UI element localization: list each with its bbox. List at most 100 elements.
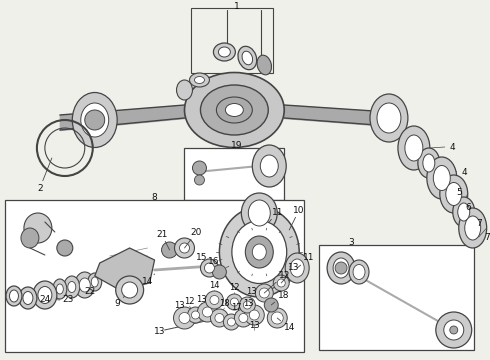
Text: 5: 5 bbox=[456, 188, 462, 197]
Ellipse shape bbox=[238, 46, 257, 70]
Text: 21: 21 bbox=[156, 230, 170, 250]
Text: 3: 3 bbox=[348, 238, 354, 247]
Circle shape bbox=[188, 307, 203, 323]
Ellipse shape bbox=[19, 287, 37, 309]
Ellipse shape bbox=[465, 216, 481, 240]
Ellipse shape bbox=[200, 85, 268, 135]
Text: 19: 19 bbox=[231, 140, 242, 149]
Circle shape bbox=[249, 310, 259, 320]
Circle shape bbox=[179, 312, 190, 324]
Ellipse shape bbox=[225, 104, 244, 117]
Ellipse shape bbox=[56, 284, 63, 294]
Text: 7: 7 bbox=[484, 233, 490, 242]
Circle shape bbox=[264, 298, 278, 312]
Circle shape bbox=[179, 243, 190, 253]
Ellipse shape bbox=[377, 103, 401, 133]
Ellipse shape bbox=[248, 200, 270, 226]
Ellipse shape bbox=[260, 155, 278, 177]
Ellipse shape bbox=[220, 207, 299, 297]
Text: 18: 18 bbox=[219, 300, 230, 309]
Circle shape bbox=[255, 284, 273, 302]
Circle shape bbox=[202, 307, 213, 317]
Text: 13: 13 bbox=[281, 264, 300, 283]
Text: 12: 12 bbox=[184, 297, 195, 306]
Ellipse shape bbox=[446, 183, 462, 206]
Text: 13: 13 bbox=[243, 300, 254, 309]
Circle shape bbox=[245, 305, 264, 325]
Bar bbox=[5, 200, 304, 352]
Circle shape bbox=[85, 110, 105, 130]
Ellipse shape bbox=[245, 236, 273, 268]
Ellipse shape bbox=[73, 93, 117, 148]
Ellipse shape bbox=[423, 154, 435, 172]
Ellipse shape bbox=[81, 103, 109, 137]
Text: 11: 11 bbox=[297, 253, 315, 268]
Circle shape bbox=[192, 311, 199, 319]
Text: 13: 13 bbox=[196, 294, 207, 303]
Text: 13: 13 bbox=[174, 302, 185, 310]
Text: 15: 15 bbox=[196, 253, 207, 262]
Circle shape bbox=[116, 276, 144, 304]
Circle shape bbox=[213, 265, 226, 279]
Text: 13: 13 bbox=[249, 321, 260, 330]
Ellipse shape bbox=[24, 213, 52, 243]
Text: 6: 6 bbox=[466, 202, 471, 212]
Ellipse shape bbox=[459, 208, 487, 248]
Circle shape bbox=[174, 238, 195, 258]
Circle shape bbox=[450, 326, 458, 334]
Circle shape bbox=[197, 302, 218, 322]
Text: 22: 22 bbox=[84, 288, 96, 297]
Circle shape bbox=[227, 318, 235, 326]
Circle shape bbox=[173, 307, 196, 329]
Text: 4: 4 bbox=[450, 143, 456, 152]
Circle shape bbox=[200, 259, 219, 277]
Text: 17: 17 bbox=[231, 303, 242, 312]
Ellipse shape bbox=[353, 265, 365, 279]
Circle shape bbox=[210, 296, 219, 305]
Ellipse shape bbox=[433, 166, 450, 190]
Text: 14: 14 bbox=[277, 318, 295, 333]
Circle shape bbox=[210, 309, 228, 327]
Ellipse shape bbox=[252, 244, 266, 260]
Circle shape bbox=[204, 263, 215, 273]
Ellipse shape bbox=[88, 273, 102, 291]
Ellipse shape bbox=[405, 135, 423, 161]
Circle shape bbox=[230, 298, 238, 306]
Ellipse shape bbox=[242, 51, 252, 65]
Ellipse shape bbox=[418, 148, 440, 178]
Circle shape bbox=[193, 161, 206, 175]
Ellipse shape bbox=[64, 276, 80, 298]
Ellipse shape bbox=[242, 193, 277, 233]
Text: 12: 12 bbox=[229, 284, 240, 292]
Ellipse shape bbox=[252, 145, 286, 187]
Circle shape bbox=[244, 301, 251, 309]
Bar bbox=[319, 245, 474, 350]
Text: 1: 1 bbox=[233, 1, 239, 10]
Ellipse shape bbox=[91, 277, 98, 287]
Ellipse shape bbox=[21, 228, 39, 248]
Text: 8: 8 bbox=[152, 193, 157, 202]
Ellipse shape bbox=[349, 260, 369, 284]
Ellipse shape bbox=[75, 272, 95, 298]
Circle shape bbox=[277, 279, 285, 287]
Circle shape bbox=[335, 262, 347, 274]
Circle shape bbox=[162, 242, 177, 258]
Circle shape bbox=[273, 275, 289, 291]
Text: 14: 14 bbox=[209, 282, 220, 291]
Circle shape bbox=[239, 297, 255, 313]
Ellipse shape bbox=[23, 292, 33, 305]
Ellipse shape bbox=[440, 175, 468, 213]
Text: 13: 13 bbox=[154, 328, 165, 337]
Circle shape bbox=[444, 320, 464, 340]
Ellipse shape bbox=[195, 77, 204, 84]
Text: 13: 13 bbox=[246, 287, 257, 296]
Ellipse shape bbox=[6, 286, 22, 306]
Circle shape bbox=[271, 312, 283, 324]
Ellipse shape bbox=[333, 258, 349, 278]
Text: 14: 14 bbox=[142, 274, 154, 287]
Ellipse shape bbox=[370, 94, 408, 142]
Ellipse shape bbox=[398, 126, 430, 170]
Bar bbox=[185, 148, 284, 200]
Text: 10: 10 bbox=[289, 206, 305, 230]
Circle shape bbox=[239, 314, 248, 323]
